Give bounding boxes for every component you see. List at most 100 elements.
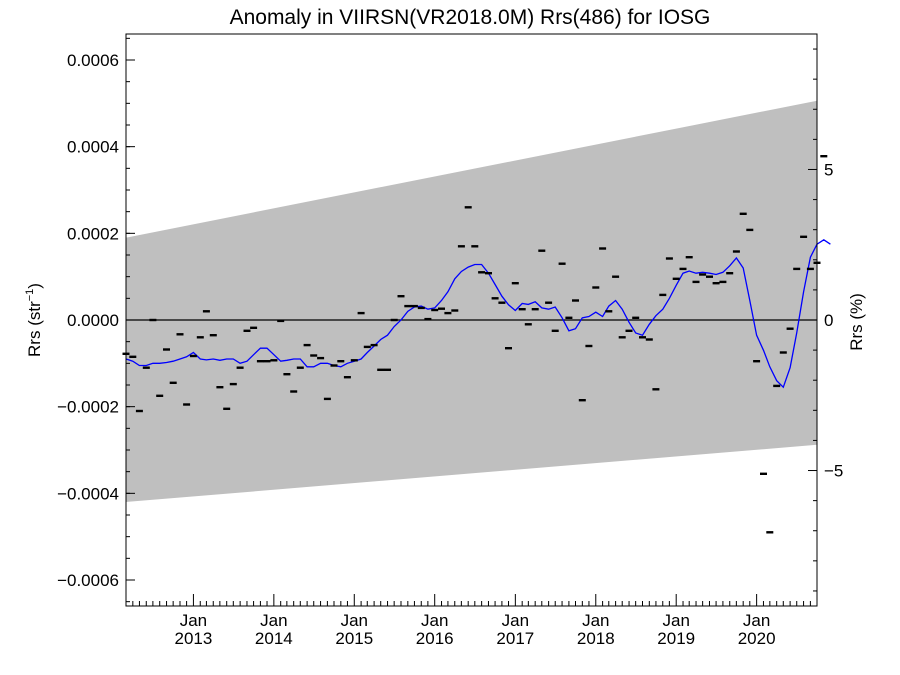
monthly-point (424, 317, 432, 321)
monthly-point (685, 256, 693, 259)
monthly-point (270, 359, 278, 362)
monthly-point (404, 304, 412, 308)
monthly-point (183, 403, 191, 406)
monthly-point (531, 308, 539, 311)
monthly-point (485, 272, 492, 275)
monthly-point (692, 280, 700, 284)
plot-area (122, 100, 831, 534)
monthly-point (605, 310, 613, 313)
monthly-point (169, 381, 177, 384)
x-tick-label-year: 2016 (416, 629, 454, 648)
x-tick-label-year: 2020 (738, 629, 776, 648)
monthly-point (209, 334, 217, 337)
monthly-point (384, 368, 391, 371)
monthly-point (659, 293, 667, 297)
monthly-point (786, 327, 794, 330)
y-axis-label-close: ) (25, 283, 44, 289)
monthly-point (277, 319, 285, 323)
y-tick-label: −0.0002 (57, 398, 119, 417)
y-axis-label-unit-exponent: −1 (24, 289, 36, 302)
monthly-point (699, 273, 707, 276)
monthly-point (431, 308, 439, 312)
monthly-point (243, 329, 251, 332)
monthly-point (592, 286, 600, 289)
monthly-point (820, 155, 828, 158)
x-tick-label-month: Jan (582, 611, 609, 630)
y2-tick-label: 0 (824, 311, 833, 330)
monthly-point (343, 376, 351, 379)
y-tick-label: 0.0006 (67, 51, 119, 70)
monthly-point (256, 360, 264, 363)
monthly-point (585, 344, 593, 348)
monthly-point (773, 384, 781, 388)
monthly-point (135, 409, 143, 413)
monthly-point (760, 472, 767, 475)
confidence-band (126, 100, 817, 502)
y-axis-label: Rrs (str−1) (24, 283, 44, 357)
monthly-point (283, 373, 291, 376)
monthly-point (444, 311, 452, 315)
monthly-point (290, 390, 298, 393)
monthly-point (599, 247, 607, 250)
monthly-point (149, 318, 157, 322)
x-tick-label-month: Jan (180, 611, 207, 630)
x-tick-label-month: Jan (341, 611, 368, 630)
monthly-point (410, 304, 418, 308)
monthly-point (202, 310, 210, 313)
monthly-point (390, 318, 398, 322)
monthly-point (558, 262, 566, 265)
x-tick-label-year: 2019 (657, 629, 695, 648)
monthly-point (323, 397, 331, 401)
monthly-point (726, 272, 734, 275)
monthly-point (746, 228, 754, 232)
monthly-point (511, 282, 519, 285)
x-tick-label-month: Jan (662, 611, 689, 630)
monthly-point (578, 399, 586, 402)
y-axis-right: 5 0 −5 (808, 48, 843, 592)
monthly-point (612, 275, 620, 278)
y-tick-label: 0.0002 (67, 224, 119, 243)
monthly-point (370, 343, 378, 347)
monthly-point (330, 364, 338, 367)
monthly-point (498, 301, 506, 304)
monthly-point (793, 267, 801, 271)
monthly-point (766, 531, 774, 534)
monthly-point (518, 308, 526, 311)
monthly-point (129, 355, 137, 358)
monthly-point (417, 306, 425, 310)
monthly-point (800, 235, 808, 238)
monthly-point (296, 366, 304, 369)
monthly-point (712, 282, 720, 285)
x-tick-label-year: 2014 (255, 629, 293, 648)
monthly-point (337, 360, 345, 363)
monthly-point (565, 316, 573, 319)
y-tick-label: −0.0004 (57, 484, 119, 503)
y2-tick-label: 5 (824, 160, 833, 179)
monthly-point (216, 386, 224, 389)
monthly-point (464, 206, 472, 209)
monthly-point (317, 356, 325, 360)
x-tick-label-month: Jan (260, 611, 287, 630)
monthly-point (625, 329, 633, 332)
x-tick-label-month: Jan (743, 611, 770, 630)
monthly-point (250, 326, 258, 329)
monthly-point (438, 307, 445, 310)
monthly-point (263, 360, 271, 363)
x-tick-label-year: 2018 (577, 629, 615, 648)
monthly-point (350, 359, 358, 362)
monthly-point (639, 336, 646, 339)
y2-axis-label: Rrs (%) (847, 293, 866, 351)
monthly-point (397, 295, 405, 298)
y-tick-label: 0.0004 (67, 138, 119, 157)
x-tick-label-year: 2015 (335, 629, 373, 648)
x-tick-label-month: Jan (421, 611, 448, 630)
monthly-point (806, 267, 814, 271)
monthly-point (357, 311, 365, 315)
monthly-point (176, 333, 184, 336)
monthly-point (719, 280, 727, 284)
monthly-point (779, 351, 787, 354)
x-tick-label-year: 2017 (496, 629, 534, 648)
monthly-points (122, 155, 828, 534)
monthly-point (679, 267, 687, 271)
